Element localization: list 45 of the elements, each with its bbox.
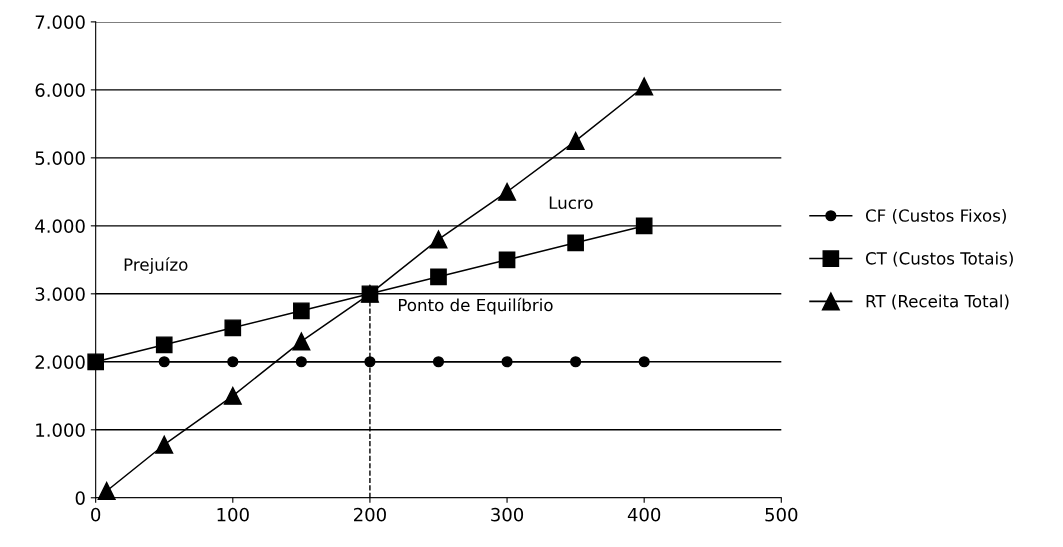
y-tick-label: 3.000	[35, 287, 85, 301]
legend-label: RT (Receita Total)	[866, 294, 1009, 310]
point	[155, 435, 174, 454]
point	[429, 230, 448, 249]
point	[501, 356, 513, 368]
point	[635, 217, 653, 235]
point	[635, 77, 654, 96]
point	[361, 285, 379, 303]
point	[364, 356, 376, 368]
y-tick-label: 0	[75, 491, 85, 505]
point	[570, 356, 582, 368]
point	[87, 353, 105, 371]
point	[292, 332, 311, 351]
point	[224, 319, 242, 337]
point	[432, 356, 445, 368]
point	[566, 131, 585, 150]
y-tick-label: 4.000	[35, 219, 85, 233]
point	[567, 234, 584, 252]
x-tick-label: 500	[765, 507, 798, 522]
annotation: Ponto de Equilíbrio	[398, 297, 553, 315]
y-tick-label: 5.000	[35, 151, 85, 165]
point	[498, 182, 517, 201]
point	[293, 302, 310, 320]
annotation: Lucro	[549, 196, 593, 210]
point	[638, 356, 650, 368]
point	[430, 268, 447, 286]
point	[155, 336, 173, 354]
y-tick-label: 7.000	[35, 15, 85, 29]
point	[223, 386, 242, 405]
annotation: Prejuízo	[124, 257, 188, 275]
legend-label: CT (Custos Totais)	[865, 251, 1013, 267]
y-tick-label: 2.000	[35, 355, 85, 369]
x-tick-label: 400	[627, 507, 661, 522]
point	[158, 356, 170, 368]
point	[498, 251, 516, 269]
x-tick-label: 200	[354, 507, 386, 522]
y-tick-label: 1.000	[36, 423, 85, 437]
point	[227, 356, 239, 368]
y-tick-label: 6.000	[35, 83, 85, 97]
point	[97, 481, 116, 501]
x-tick-label: 300	[491, 507, 524, 522]
x-tick-label: 100	[217, 507, 249, 522]
legend-label: CF (Custos Fixos)	[865, 208, 1006, 224]
point	[295, 356, 307, 368]
x-tick-label: 0	[91, 507, 101, 522]
